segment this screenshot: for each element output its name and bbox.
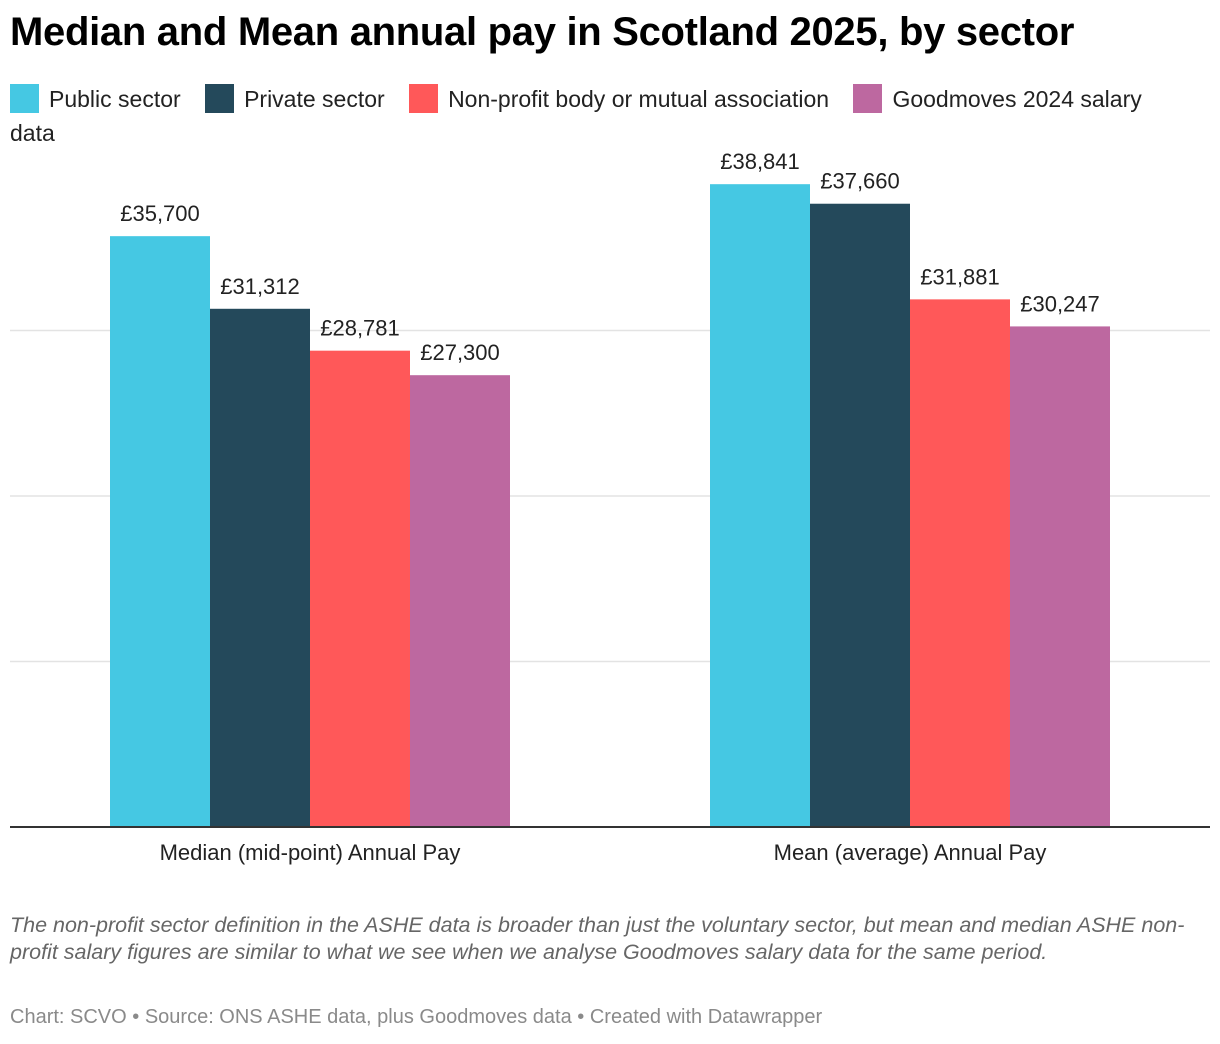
bar-chart: £35,700 £31,312 £28,781 £27,300 Median (mid-… bbox=[10, 150, 1210, 865]
bar-value-label: £28,781 bbox=[320, 316, 400, 341]
legend-item-nonprofit: Non-profit body or mutual association bbox=[409, 84, 847, 113]
footer-source: Source: ONS ASHE data, plus Goodmoves da… bbox=[144, 1006, 572, 1028]
footer-chart-credit: Chart: SCVO bbox=[10, 1006, 127, 1028]
bar-value-label: £27,300 bbox=[420, 340, 500, 365]
x-axis-category-label: Mean (average) Annual Pay bbox=[774, 840, 1047, 865]
bar-value-label: £37,660 bbox=[820, 169, 900, 194]
bar bbox=[410, 375, 510, 827]
chart-title: Median and Mean annual pay in Scotland 2… bbox=[10, 10, 1075, 54]
footer-separator: • bbox=[571, 1006, 590, 1028]
legend-label-private: Private sector bbox=[244, 86, 385, 112]
legend-item-public: Public sector bbox=[10, 84, 199, 113]
bar-value-label: £35,700 bbox=[120, 201, 200, 226]
legend-label-public: Public sector bbox=[49, 86, 181, 112]
bar-value-label: £30,247 bbox=[1020, 291, 1100, 316]
bar-value-label: £31,881 bbox=[920, 264, 1000, 289]
chart-footer: Chart: SCVO • Source: ONS ASHE data, plu… bbox=[10, 1006, 1210, 1029]
x-axis-category-label: Median (mid-point) Annual Pay bbox=[160, 840, 461, 865]
legend-swatch-goodmoves bbox=[853, 84, 883, 113]
legend-item-private: Private sector bbox=[205, 84, 403, 113]
bar bbox=[1010, 326, 1110, 827]
legend-label-goodmoves: Goodmoves 2024 salary data bbox=[10, 86, 1142, 146]
bar-value-label: £31,312 bbox=[220, 274, 300, 299]
bar bbox=[310, 350, 410, 827]
legend: Public sector Private sector Non-profit … bbox=[10, 82, 1210, 150]
bar bbox=[910, 299, 1010, 827]
legend-label-nonprofit: Non-profit body or mutual association bbox=[448, 86, 830, 112]
footer-created-with: Created with Datawrapper bbox=[589, 1006, 823, 1028]
bar bbox=[710, 184, 810, 827]
chart-notes: The non-profit sector definition in the … bbox=[10, 913, 1185, 964]
bar bbox=[210, 308, 310, 828]
legend-swatch-private bbox=[205, 84, 235, 113]
bar bbox=[810, 203, 910, 828]
bar bbox=[110, 236, 210, 827]
footer-separator: • bbox=[126, 1006, 145, 1028]
legend-swatch-nonprofit bbox=[409, 84, 439, 113]
legend-swatch-public bbox=[10, 84, 39, 113]
bar-value-label: £38,841 bbox=[720, 150, 800, 174]
legend-item-goodmoves: Goodmoves 2024 salary data bbox=[10, 84, 1142, 146]
